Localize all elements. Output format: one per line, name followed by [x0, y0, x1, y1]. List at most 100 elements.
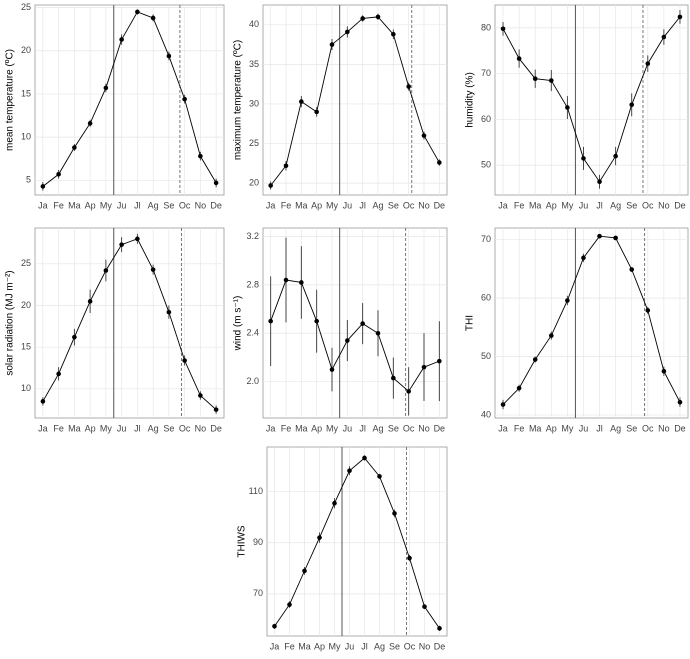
plot-background [34, 227, 225, 419]
data-point [661, 368, 667, 374]
y-tick-label: 25 [21, 2, 31, 12]
data-point [362, 455, 367, 461]
y-tick-label: 70 [481, 68, 491, 78]
x-tick-label: Ma [298, 641, 311, 651]
data-line [502, 235, 681, 405]
data-point [345, 29, 350, 35]
data-point [283, 277, 289, 283]
data-line [270, 16, 440, 186]
x-tick-label: Jl [596, 423, 603, 433]
data-point [268, 183, 273, 188]
x-tick-label: My [561, 423, 573, 433]
x-tick-label: No [658, 200, 670, 210]
x-tick-label: Ap [311, 423, 322, 433]
x-tick-label: Ag [610, 200, 621, 210]
data-point [565, 105, 570, 110]
y-tick-label: 10 [21, 383, 31, 393]
data-point [613, 153, 618, 159]
x-tick-label: Ma [295, 423, 308, 433]
y-tick-label: 10 [21, 132, 31, 142]
x-tick-label: Oc [179, 200, 191, 210]
data-point [135, 236, 140, 242]
y-axis-label: THIWS [237, 525, 248, 558]
data-point [213, 407, 219, 412]
data-point [135, 9, 140, 15]
data-point [421, 364, 427, 370]
data-point [516, 56, 522, 61]
x-tick-label: De [434, 423, 446, 433]
data-point [391, 375, 396, 381]
data-point [40, 399, 46, 404]
x-tick-label: Ja [498, 423, 508, 433]
x-tick-label: No [195, 200, 207, 210]
data-point [40, 184, 46, 189]
x-tick-label: Ju [579, 200, 589, 210]
x-tick-label: My [100, 200, 112, 210]
y-tick-label: 110 [249, 486, 263, 496]
plot-background [34, 4, 225, 196]
data-point [375, 330, 381, 336]
data-point [661, 34, 667, 40]
data-point [532, 357, 538, 362]
data-point [87, 299, 93, 304]
x-tick-label: My [326, 200, 338, 210]
data-line [502, 16, 681, 183]
data-point [272, 623, 277, 629]
data-point [677, 399, 683, 405]
y-tick-label: 50 [481, 351, 491, 361]
x-tick-label: Jl [134, 423, 141, 433]
x-tick-label: Oc [404, 641, 416, 651]
x-tick-label: Ju [345, 641, 355, 651]
x-tick-label: Fe [281, 423, 292, 433]
data-point [360, 16, 365, 21]
x-tick-label: Oc [642, 423, 654, 433]
x-tick-label: Fe [284, 641, 295, 651]
x-tick-label: Se [389, 641, 400, 651]
y-tick-label: 15 [21, 342, 31, 352]
data-point [87, 121, 93, 126]
x-tick-label: No [418, 200, 430, 210]
x-tick-label: Ag [610, 423, 621, 433]
data-line [270, 279, 440, 393]
x-tick-label: Ju [117, 423, 127, 433]
x-tick-label: Ap [85, 423, 96, 433]
data-point [421, 133, 427, 138]
data-point [302, 568, 307, 574]
y-tick-label: 15 [21, 88, 31, 98]
data-point [329, 42, 335, 47]
data-point [299, 99, 304, 104]
y-tick-label: 25 [249, 138, 259, 148]
data-point [329, 367, 335, 372]
data-point [287, 602, 292, 607]
y-tick-label: 80 [481, 22, 491, 32]
panel: 40 50 60 70 Ja Fe Ma Ap My Ju Jl Ag Se Oc No De THI [465, 227, 689, 433]
x-tick-label: Se [163, 200, 174, 210]
x-tick-label: Oc [179, 423, 191, 433]
x-tick-label: Ma [68, 200, 81, 210]
x-tick-label: Ja [498, 200, 508, 210]
data-point [581, 156, 586, 161]
data-point [645, 61, 651, 66]
x-tick-label: De [210, 423, 222, 433]
x-tick-label: Fe [514, 423, 525, 433]
y-tick-label: 50 [481, 160, 491, 170]
y-tick-label: 20 [249, 178, 259, 188]
x-tick-label: Fe [514, 200, 525, 210]
y-tick-label: 30 [249, 98, 259, 108]
x-tick-label: De [210, 200, 222, 210]
data-point [548, 78, 554, 83]
data-point [198, 153, 203, 159]
x-tick-label: Se [388, 423, 399, 433]
panel: 10 15 20 25 Ja Fe Ma Ap My Ju Jl Ag Se Oc No De solar ra… [5, 227, 225, 433]
y-axis-label: maximum temperature (ºC) [233, 40, 244, 160]
x-tick-label: Se [163, 423, 174, 433]
data-point [406, 84, 411, 89]
data-point [213, 180, 219, 186]
x-tick-label: My [326, 423, 338, 433]
data-point [150, 15, 156, 21]
plot-background [262, 4, 448, 196]
y-tick-label: 20 [21, 300, 31, 310]
y-tick-label: 40 [249, 19, 259, 29]
data-point [516, 385, 522, 391]
